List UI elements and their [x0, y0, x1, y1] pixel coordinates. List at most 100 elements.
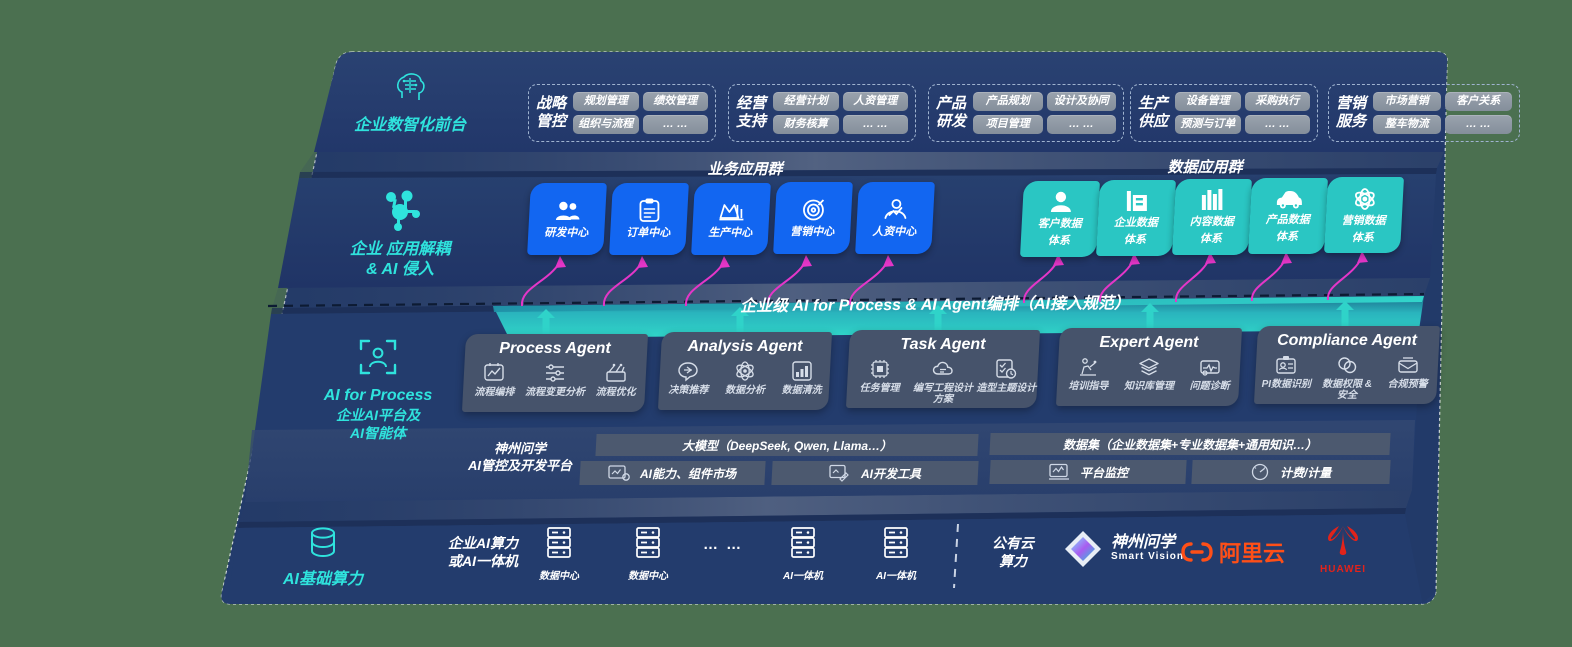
domain-tag[interactable]: 整车物流 — [1373, 115, 1441, 134]
domain-group-marketing[interactable]: 营销 服务 市场营销 客户关系 整车物流 … … — [1328, 84, 1520, 142]
domain-tag[interactable]: … … — [1244, 115, 1310, 134]
platform-model-bar[interactable]: 大模型（DeepSeek, Qwen, Llama…） — [595, 434, 979, 456]
infra-node-1[interactable]: 数据中心 — [524, 526, 594, 582]
domain-tags: 规划管理 绩效管理 组织与流程 … … — [573, 92, 708, 134]
agent-capability[interactable]: 流程优化 — [585, 362, 646, 398]
ai-banner-text: 企业级 AI for Process & AI Agent编排（AI接入规范） — [739, 295, 1131, 316]
vendor-shenzhou[interactable]: 神州问学 Smart Vision — [1062, 528, 1184, 570]
app-card-order-center[interactable]: 订单中心 — [609, 183, 689, 255]
domain-tag[interactable]: 设计及协同 — [1046, 92, 1116, 111]
domain-group-rnd[interactable]: 产品 研发 产品规划 设计及协同 项目管理 … … — [928, 84, 1124, 142]
data-card-marketing[interactable]: 营销数据 体系 — [1324, 177, 1404, 253]
platform-dataset-bar[interactable]: 数据集（企业数据集+专业数据集+通用知识…） — [989, 433, 1391, 455]
domain-tag[interactable]: 产品规划 — [973, 92, 1043, 111]
agent-capability[interactable]: 造型主题设计 — [975, 358, 1038, 405]
agent-capability-label: 流程变更分析 — [525, 387, 585, 398]
agent-card-expert[interactable]: Expert Agent 培训指导 — [1055, 328, 1243, 406]
domain-tag[interactable]: … … — [1444, 115, 1512, 134]
platform-cell-devtool[interactable]: AI开发工具 — [771, 461, 979, 485]
sliders-icon — [546, 364, 564, 382]
flow-chart-icon — [484, 363, 505, 381]
domain-tag[interactable]: 项目管理 — [973, 115, 1043, 134]
data-card-product[interactable]: 产品数据 体系 — [1248, 178, 1328, 254]
agent-card-process[interactable]: Process Agent 流程编排 — [461, 334, 649, 412]
domain-tag[interactable]: 采购执行 — [1244, 92, 1310, 111]
clipboard-icon — [639, 198, 660, 222]
app-card-hr-center[interactable]: 人资中心 — [855, 182, 935, 254]
domain-tag[interactable]: 市场营销 — [1373, 92, 1441, 111]
vendor-huawei[interactable]: HUAWEI — [1308, 524, 1378, 575]
slab-3 — [239, 490, 1412, 522]
domain-group-strategy[interactable]: 战略 管控 规划管理 绩效管理 组织与流程 … … — [528, 84, 716, 142]
agent-capability[interactable]: 编写工程设计方案 — [911, 358, 974, 405]
data-card-customer[interactable]: 客户数据 体系 — [1020, 181, 1100, 257]
app-card-marketing-center[interactable]: 营销中心 — [773, 182, 853, 254]
infra-node-4[interactable]: AI一体机 — [861, 526, 931, 582]
agent-card-analysis[interactable]: Analysis Agent 决策推荐 — [657, 332, 833, 410]
infra-enterprise-line1: 企业AI算力 — [448, 535, 518, 551]
domain-tag[interactable]: … … — [642, 115, 708, 134]
slab-2 — [272, 278, 1430, 308]
domain-tag[interactable]: 客户关系 — [1444, 92, 1512, 111]
agent-card-task[interactable]: Task Agent 任务管理 — [845, 330, 1041, 408]
agent-capability[interactable]: 知识库管理 — [1119, 356, 1180, 392]
domain-name: 营销 服务 — [1336, 95, 1367, 130]
app-card-production-center[interactable]: 生产中心 — [691, 183, 771, 255]
data-card-label-line1: 内容数据 — [1189, 216, 1234, 228]
domain-tag[interactable]: … … — [1046, 115, 1116, 134]
vendor-aliyun[interactable]: 阿里云 — [1180, 536, 1285, 568]
domain-group-operations[interactable]: 经营 支持 经营计划 人资管理 财务核算 … … — [728, 84, 916, 142]
platform-cell-meter[interactable]: 计费/计量 — [1191, 460, 1391, 484]
agent-capability-label: 数据权限 & 安全 — [1322, 379, 1372, 401]
data-card-label-line1: 营销数据 — [1341, 214, 1386, 227]
agent-capability[interactable]: 数据权限 & 安全 — [1317, 354, 1378, 401]
aliyun-logo — [1181, 542, 1213, 562]
users-icon — [555, 201, 580, 220]
data-group-title: 数据应用群 — [1167, 159, 1243, 176]
agent-capability[interactable]: 任务管理 — [848, 358, 911, 405]
domain-tag[interactable]: … … — [842, 115, 908, 134]
platform-cell-monitor[interactable]: 平台监控 — [989, 460, 1187, 484]
agent-capability[interactable]: 问题诊断 — [1179, 356, 1240, 392]
data-card-enterprise[interactable]: 企业数据 体系 — [1096, 180, 1176, 256]
agent-capability[interactable]: 合规预警 — [1377, 354, 1438, 401]
data-card-label-line1: 客户数据 — [1037, 218, 1082, 230]
domain-tag[interactable]: 经营计划 — [773, 92, 839, 111]
dashed-separator — [267, 292, 1425, 308]
infra-node-3[interactable]: AI一体机 — [768, 526, 838, 582]
agent-capability[interactable]: 培训指导 — [1058, 356, 1119, 392]
app-card-rnd-center[interactable]: 研发中心 — [527, 183, 607, 255]
database-icon — [311, 527, 335, 558]
infra-public-line2: 算力 — [999, 553, 1027, 569]
agent-card-compliance[interactable]: Compliance Agent PI数据识别 — [1253, 326, 1441, 404]
domain-tag[interactable]: 财务核算 — [773, 115, 839, 134]
atom-small-icon — [736, 361, 754, 381]
domain-group-supply[interactable]: 生产 供应 设备管理 采购执行 预测与订单 … … — [1130, 84, 1318, 142]
agent-capability-label: 编写工程设计方案 — [912, 383, 973, 405]
meter-icon — [1252, 463, 1269, 481]
rail-label-line3: AI智能体 — [350, 425, 406, 441]
agent-capability[interactable]: 决策推荐 — [660, 360, 717, 396]
domain-tag[interactable]: 设备管理 — [1175, 92, 1241, 111]
agent-capability[interactable]: 流程编排 — [464, 362, 525, 398]
molecule-icon — [386, 190, 420, 231]
rail-ai-compute: AI基础算力 — [248, 524, 398, 590]
domain-tag[interactable]: 规划管理 — [573, 92, 639, 111]
vendor-name: 阿里云 — [1219, 541, 1286, 566]
platform-cell-market[interactable]: AI能力、组件市场 — [579, 461, 766, 485]
alert-mail-icon — [1397, 357, 1418, 373]
agent-capability[interactable]: PI数据识别 — [1256, 354, 1317, 401]
domain-name: 战略 管控 — [536, 95, 567, 130]
agent-capability[interactable]: 数据分析 — [717, 360, 774, 396]
data-card-content[interactable]: 内容数据 体系 — [1172, 179, 1252, 255]
domain-tag[interactable]: 组织与流程 — [573, 115, 639, 134]
target-icon — [802, 199, 824, 221]
infra-node-2[interactable]: 数据中心 — [613, 526, 683, 582]
agent-capability[interactable]: 数据清洗 — [773, 360, 830, 396]
agent-capability[interactable]: 流程变更分析 — [525, 362, 586, 398]
domain-tag[interactable]: 绩效管理 — [642, 92, 708, 111]
permissions-icon — [1338, 357, 1357, 374]
domain-name: 生产 供应 — [1138, 95, 1169, 130]
domain-tag[interactable]: 人资管理 — [842, 92, 908, 111]
domain-tag[interactable]: 预测与订单 — [1175, 115, 1241, 134]
